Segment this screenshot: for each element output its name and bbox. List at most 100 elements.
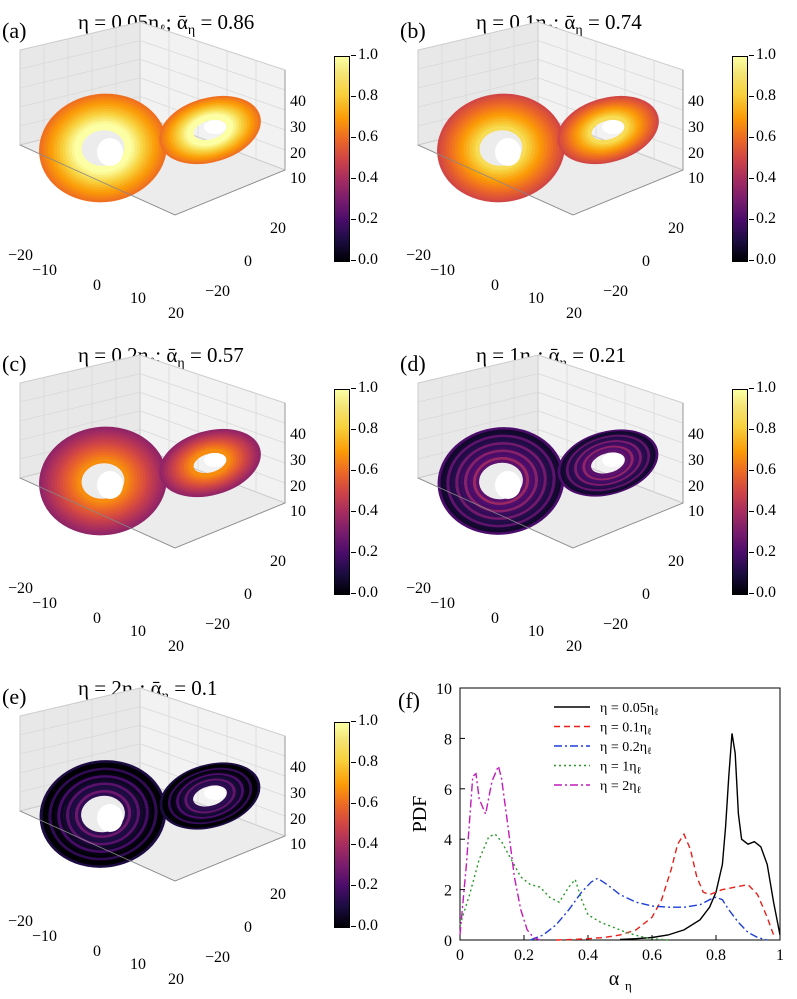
y-tick-label: −20	[603, 616, 629, 633]
orbit-ring	[475, 459, 527, 503]
colorbar	[334, 56, 350, 262]
x-tick-label: 0	[456, 947, 464, 964]
x-tick-label: 0.4	[578, 947, 598, 964]
z-tick-label: 20	[290, 145, 306, 162]
x-tick-label: −10	[32, 928, 58, 945]
colorbar-tick-label: 0.6	[351, 128, 378, 145]
z-tick-label: 20	[688, 145, 704, 162]
orbit-ring	[448, 103, 554, 193]
colorbar-tick-label: 1.0	[749, 46, 776, 63]
axes-3d	[18, 354, 287, 549]
colorbar-gradient	[334, 722, 350, 928]
orbit-ring	[467, 452, 535, 510]
colorbar-gradient	[334, 56, 350, 262]
colorbar-tick-label: 0.6	[749, 461, 776, 478]
panel-title: η = 0.05ηℓ; ᾱη = 0.86	[78, 10, 254, 39]
left-lobe	[437, 427, 565, 535]
orbit-ring	[68, 451, 138, 511]
orbit-ring	[582, 445, 634, 481]
z-tick-label: 30	[290, 452, 306, 469]
orbit-ring	[184, 778, 236, 814]
orbit-ring	[189, 782, 231, 810]
series-line-4	[459, 763, 541, 941]
alpha-value: = 0.21	[566, 343, 627, 367]
x-tick-label: 0	[491, 277, 499, 294]
orbit-ring	[557, 429, 659, 497]
orbit-ring	[571, 438, 645, 488]
y-tick-label: 0	[244, 919, 252, 936]
orbit-ring	[445, 101, 557, 195]
z-tick-label: 30	[688, 119, 704, 136]
x-axis-line	[19, 477, 176, 549]
y-tick-label: 0	[244, 586, 252, 603]
orbit-ring	[446, 434, 556, 528]
orbit-ring	[74, 790, 132, 838]
orbit-ring	[51, 770, 155, 858]
colorbar-tick-label: 0.2	[351, 876, 378, 893]
x-tick-label: 10	[130, 956, 146, 973]
orbit-ring	[74, 456, 132, 506]
alpha-text: ; ᾱ	[165, 10, 188, 34]
left-hole	[97, 471, 123, 499]
y-tick-label: 10	[436, 681, 452, 698]
y-axis-line	[572, 502, 684, 549]
orbit-ring	[50, 436, 156, 526]
z-tick-label: 40	[688, 426, 704, 443]
legend-label-subscript: ℓ	[647, 727, 652, 738]
orbit-ring	[62, 113, 144, 183]
right-lobe	[159, 95, 261, 165]
orbit-ring	[165, 766, 255, 826]
colorbar	[732, 56, 748, 262]
orbit-ring	[48, 767, 158, 861]
orbit-ring	[60, 777, 146, 851]
y-tick-label: 4	[444, 832, 452, 849]
x-tick-label: 0.2	[514, 947, 534, 964]
panel-label: (e)	[2, 684, 27, 709]
panel-c: (c)η = 0.2ηℓ; ᾱη = 0.57−20−1001020200−20…	[0, 333, 398, 666]
y-axis-line	[174, 169, 286, 216]
right-hole	[204, 120, 226, 134]
x-axis-label: α	[609, 968, 620, 990]
orbit-ring	[585, 447, 631, 479]
y-tick-label: −20	[205, 949, 231, 966]
colorbar-tick-label: 0.4	[749, 502, 776, 519]
panel-label: (b)	[400, 18, 426, 43]
axes-3d	[416, 354, 685, 549]
colorbar-tick-label: 0.8	[351, 420, 378, 437]
x-tick-label: 20	[168, 638, 184, 655]
colorbar-tick-label: 0.8	[351, 87, 378, 104]
y-tick-label: 0	[642, 253, 650, 270]
attractor-surface	[39, 93, 261, 203]
legend-label: η = 0.2ηℓ	[600, 740, 652, 757]
legend-label-subscript: ℓ	[637, 766, 642, 777]
alpha-subscript: η	[187, 23, 196, 39]
x-axis-line	[417, 144, 574, 216]
x-tick-label: 10	[528, 290, 544, 307]
orbit-ring	[71, 121, 135, 175]
alpha-text: ; ᾱ	[553, 10, 576, 34]
orbit-ring	[443, 432, 559, 530]
orbit-ring	[53, 439, 153, 523]
alpha-text: ; ᾱ	[155, 343, 178, 367]
z-tick-label: 40	[290, 426, 306, 443]
right-hole	[602, 453, 624, 467]
y-tick-label: 20	[668, 553, 684, 570]
y-tick-label: 6	[444, 782, 452, 799]
left-hole	[495, 471, 521, 499]
colorbar-tick-label: 0.6	[351, 461, 378, 478]
alpha-value: = 0.74	[582, 10, 642, 34]
orbit-ring	[579, 443, 637, 483]
alpha-value: = 0.1	[168, 676, 218, 700]
orbit-ring	[77, 126, 129, 170]
x-tick-label: 0	[93, 610, 101, 627]
orbit-ring	[63, 780, 143, 848]
y-tick-label: 20	[270, 220, 286, 237]
series-line-2	[530, 877, 768, 941]
z-tick-label: 10	[290, 836, 306, 853]
colorbar	[334, 722, 350, 928]
z-tick-label: 40	[290, 93, 306, 110]
panel-a: (a)η = 0.05ηℓ; ᾱη = 0.86−20−1001020200−2…	[0, 0, 398, 333]
x-tick-label: 0.8	[706, 947, 726, 964]
orbit-ring	[576, 442, 640, 484]
